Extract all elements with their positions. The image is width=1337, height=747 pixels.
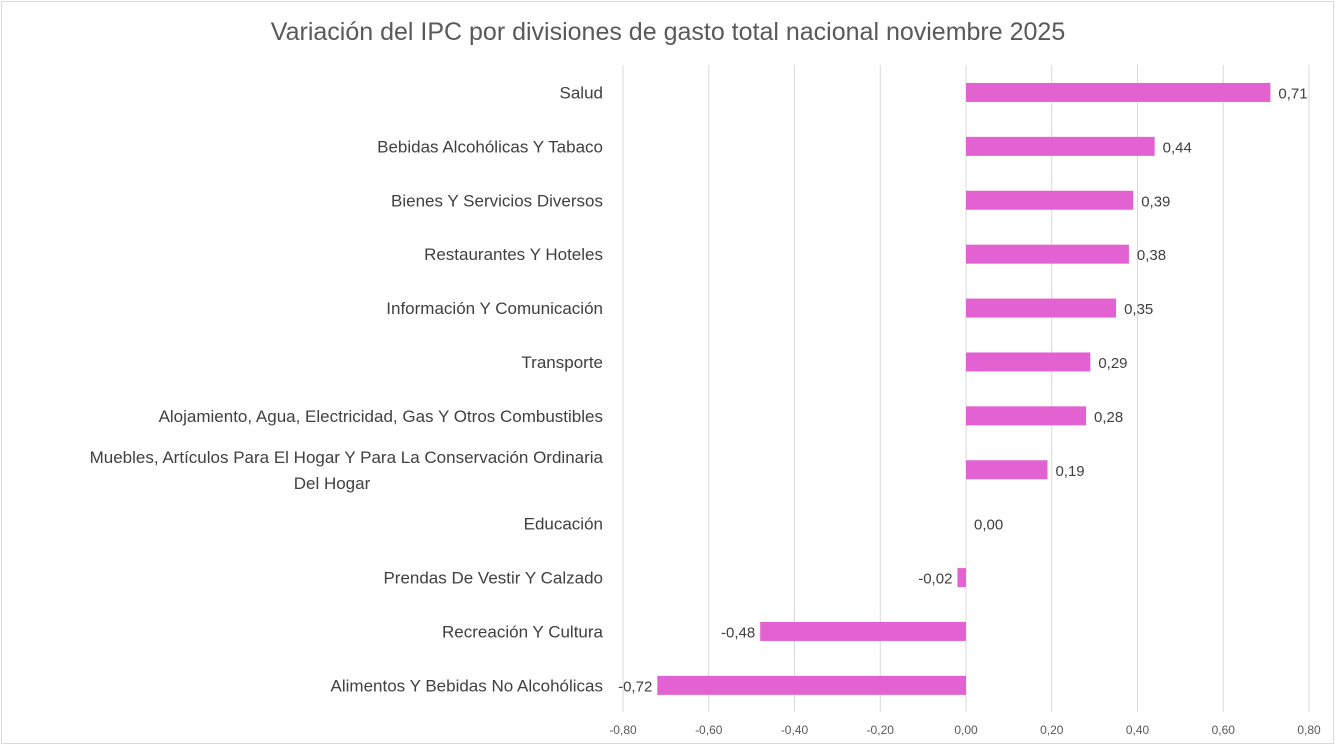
data-label: 0,35 [1124,301,1153,318]
category-label: Prendas De Vestir Y Calzado [383,569,603,588]
category-label: Recreación Y Cultura [442,622,604,641]
bar [966,460,1048,480]
bar [657,675,966,695]
gridlines [622,65,1310,712]
x-tick-labels: -0,80 -0,60 -0,40 -0,20 0,00 0,20 0,40 0,60 0,80 [609,723,1321,737]
data-label: -0,72 [618,678,652,695]
category-label: Bebidas Alcohólicas Y Tabaco [377,137,603,156]
category-label: Alimentos Y Bebidas No Alcohólicas [331,676,603,695]
data-label: 0,38 [1137,247,1166,264]
chart-title: Variación del IPC por divisiones de gast… [271,18,1065,46]
data-label: -0,48 [721,624,755,641]
category-label: Muebles, Artículos Para El Hogar Y Para … [90,448,604,493]
x-tick-label: 0,60 [1212,723,1236,737]
bar [966,136,1155,156]
bar [966,82,1271,102]
data-label: 0,28 [1094,409,1123,426]
category-label: Restaurantes Y Hoteles [424,245,603,264]
category-label: Educación [524,515,603,534]
category-label: Transporte [521,353,603,372]
bar [966,406,1087,426]
x-tick-label: 0,80 [1297,723,1321,737]
data-label: -0,02 [918,571,952,588]
x-tick-label: -0,20 [867,723,895,737]
x-tick-label: -0,80 [609,723,637,737]
category-label: Salud [560,83,603,102]
category-label: Bienes Y Servicios Diversos [391,191,603,210]
x-tick-label: 0,20 [1040,723,1064,737]
data-label: 0,19 [1055,463,1084,480]
data-label: 0,71 [1278,85,1307,102]
data-labels: 0,71 0,44 0,39 0,38 0,35 0,29 0,28 0,19 0,00 -0,0… [618,85,1308,695]
bar [966,352,1091,372]
x-tick-label: 0,00 [954,723,978,737]
bar [760,621,966,641]
data-label: 0,00 [974,517,1003,534]
category-labels: Salud Bebidas Alcohólicas Y Tabaco Bienes … [90,83,604,695]
bar [966,298,1117,318]
x-tick-label: -0,40 [781,723,809,737]
category-label: Información Y Comunicación [386,299,603,318]
data-label: 0,29 [1098,355,1127,372]
bars [657,82,1271,695]
data-label: 0,44 [1163,139,1192,156]
bar [966,190,1134,210]
x-tick-label: 0,40 [1126,723,1150,737]
category-label: Alojamiento, Agua, Electricidad, Gas Y O… [159,407,603,426]
x-tick-label: -0,60 [695,723,723,737]
bar [966,244,1129,264]
bar [957,568,966,588]
data-label: 0,39 [1141,193,1170,210]
